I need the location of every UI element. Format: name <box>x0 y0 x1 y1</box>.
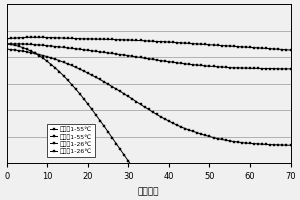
实施例1-55℃ <box>110 137 114 139</box>
实施例1-55℃ <box>17 45 21 48</box>
实施例1-55℃ <box>46 60 49 63</box>
实施例1-55℃ <box>94 114 98 116</box>
对比例1-55℃ <box>175 124 179 126</box>
实施例1-55℃ <box>130 166 134 168</box>
实施例1-55℃ <box>29 50 33 52</box>
实施例1-55℃ <box>102 125 106 127</box>
实施例1-55℃ <box>54 67 57 69</box>
实施例1-26℃ <box>277 48 280 50</box>
对比例1-55℃ <box>5 48 9 50</box>
Legend: 实施例1-55℃, 对比例1-55℃, 实施例1-26℃, 对比例1-26℃: 实施例1-55℃, 对比例1-55℃, 实施例1-26℃, 对比例1-26℃ <box>47 124 95 157</box>
实施例1-55℃ <box>143 183 146 185</box>
对比例1-26℃ <box>5 43 9 45</box>
实施例1-55℃ <box>38 54 41 57</box>
实施例1-55℃ <box>82 98 85 100</box>
实施例1-55℃ <box>66 79 69 81</box>
对比例1-26℃ <box>277 68 280 70</box>
对比例1-26℃ <box>86 49 90 52</box>
实施例1-55℃ <box>9 43 13 46</box>
实施例1-55℃ <box>114 142 118 145</box>
实施例1-55℃ <box>86 103 90 105</box>
实施例1-55℃ <box>74 88 77 90</box>
对比例1-26℃ <box>289 68 292 70</box>
实施例1-55℃ <box>98 119 102 122</box>
实施例1-55℃ <box>62 75 65 77</box>
实施例1-26℃ <box>224 45 227 47</box>
实施例1-55℃ <box>41 57 45 59</box>
实施例1-55℃ <box>58 71 61 73</box>
实施例1-26℃ <box>179 42 183 44</box>
实施例1-26℃ <box>13 37 17 39</box>
对比例1-55℃ <box>86 72 90 74</box>
实施例1-55℃ <box>135 172 138 174</box>
实施例1-55℃ <box>90 108 94 111</box>
实施例1-55℃ <box>122 154 126 156</box>
实施例1-26℃ <box>90 38 94 40</box>
实施例1-55℃ <box>151 193 154 196</box>
X-axis label: 循环次数: 循环次数 <box>138 187 159 196</box>
对比例1-26℃ <box>272 67 276 70</box>
Line: 对比例1-55℃: 对比例1-55℃ <box>5 48 292 146</box>
Line: 实施例1-55℃: 实施例1-55℃ <box>5 43 178 200</box>
实施例1-55℃ <box>5 43 9 45</box>
对比例1-26℃ <box>13 43 17 45</box>
实施例1-55℃ <box>106 131 110 133</box>
实施例1-26℃ <box>147 40 151 42</box>
实施例1-55℃ <box>118 148 122 151</box>
对比例1-55℃ <box>289 144 292 146</box>
对比例1-26℃ <box>143 57 146 59</box>
实施例1-55℃ <box>139 177 142 180</box>
对比例1-55℃ <box>220 138 224 141</box>
实施例1-55℃ <box>25 48 29 50</box>
实施例1-55℃ <box>78 93 82 95</box>
对比例1-55℃ <box>143 106 146 108</box>
实施例1-26℃ <box>5 37 9 40</box>
对比例1-55℃ <box>285 144 288 146</box>
实施例1-55℃ <box>155 198 159 200</box>
对比例1-26℃ <box>175 62 179 64</box>
实施例1-55℃ <box>13 44 17 46</box>
实施例1-55℃ <box>21 46 25 49</box>
对比例1-55℃ <box>13 49 17 51</box>
对比例1-55℃ <box>272 143 276 146</box>
实施例1-55℃ <box>50 63 53 66</box>
实施例1-55℃ <box>147 188 151 190</box>
Line: 实施例1-26℃: 实施例1-26℃ <box>5 36 292 51</box>
实施例1-26℃ <box>289 49 292 51</box>
对比例1-26℃ <box>220 66 224 68</box>
实施例1-55℃ <box>33 52 37 54</box>
实施例1-55℃ <box>127 160 130 162</box>
实施例1-26℃ <box>25 36 29 39</box>
实施例1-55℃ <box>70 83 74 86</box>
Line: 对比例1-26℃: 对比例1-26℃ <box>5 43 292 70</box>
